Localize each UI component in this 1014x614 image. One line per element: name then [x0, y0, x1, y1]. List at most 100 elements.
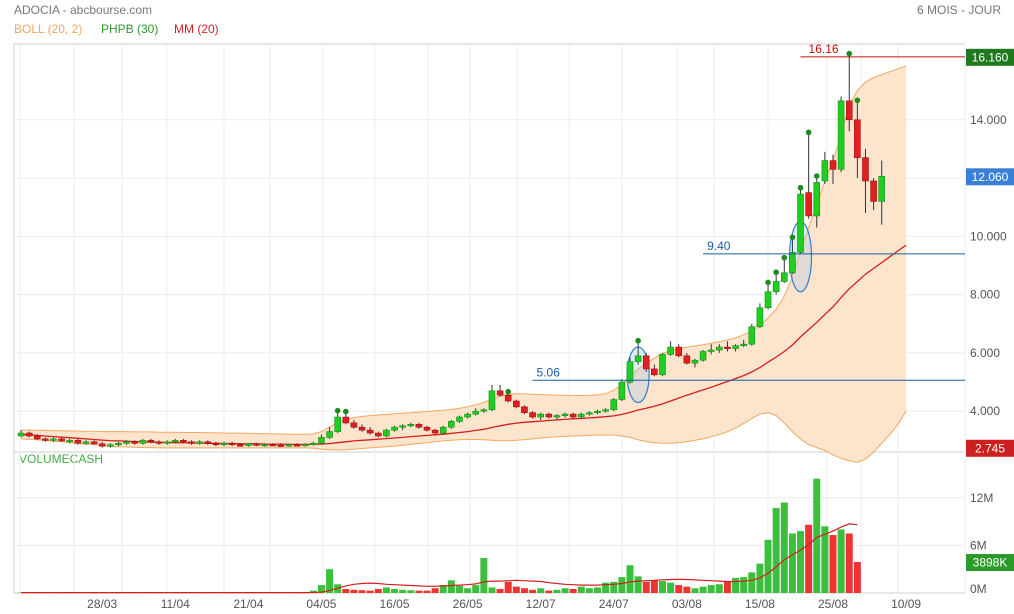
annotation-layer: 16.16 9.40 5.06 [532, 42, 965, 381]
candle-body [480, 409, 488, 412]
candle-body [90, 441, 98, 445]
y-tick-label: 4.000 [970, 404, 1000, 418]
y-tick-label: 14.000 [970, 113, 1007, 127]
x-tick-label: 10/09 [891, 597, 921, 611]
volume-bar [732, 577, 740, 593]
candle-body [374, 432, 382, 437]
last-price-badge: 12.060 [972, 170, 1009, 184]
candle-body [797, 193, 804, 253]
candle-body [66, 440, 74, 443]
volume-bar [504, 581, 512, 593]
volume-bar [821, 526, 829, 593]
candle-body [553, 415, 561, 418]
volume-bar [585, 588, 593, 593]
volume-bar [358, 590, 366, 593]
volume-bar [626, 565, 634, 593]
candle-body [17, 432, 25, 437]
last-price-badge-bg [966, 168, 1014, 186]
candle-body [642, 355, 650, 370]
volume-bar [423, 590, 431, 593]
volume-bar [829, 535, 837, 593]
candle-body [220, 442, 228, 446]
candle-body [212, 442, 220, 446]
candle-body [98, 443, 106, 447]
candle-body [837, 100, 845, 170]
x-tick-label: 25/08 [818, 597, 848, 611]
candle-body [342, 416, 350, 424]
candle-body [285, 444, 293, 447]
volume-bar [391, 589, 399, 593]
candle-body [326, 431, 333, 438]
candle-body [228, 442, 236, 446]
volume-bar [577, 586, 585, 593]
period-label: 6 MOIS - JOUR [917, 3, 1001, 17]
volume-bar [715, 584, 723, 593]
candle-body [764, 291, 772, 309]
candle-body [845, 100, 853, 121]
candle-body [504, 394, 512, 402]
legend-boll: BOLL (20, 2) [14, 22, 82, 36]
candle-body [626, 361, 634, 383]
bollinger-lower-line [20, 410, 907, 463]
bollinger-band-area [21, 65, 907, 463]
candle-body [594, 410, 601, 414]
candle-body [537, 413, 544, 418]
candle-body [115, 442, 122, 446]
candle-body [789, 252, 796, 274]
volume-bar [439, 585, 447, 593]
candle-body [415, 424, 423, 428]
max-price-badge-bg [966, 48, 1014, 66]
volume-layer [17, 478, 861, 594]
candle-body [310, 442, 317, 446]
volume-tick-label: 0M [970, 582, 987, 596]
x-tick-label: 28/03 [87, 597, 117, 611]
x-tick-label: 03/08 [672, 597, 702, 611]
candle-body [196, 441, 203, 444]
breakout-marker [505, 388, 512, 395]
breakout-marker [765, 279, 771, 286]
volume-bar [707, 585, 715, 593]
volume-bar [399, 589, 407, 593]
max-price-badge: 16.160 [972, 50, 1009, 64]
candle-body [245, 443, 252, 446]
candle-body [577, 413, 585, 418]
candle-body [301, 444, 309, 447]
candle-body [42, 438, 49, 441]
breakout-marker [846, 50, 853, 57]
volume-bar [342, 589, 350, 593]
breakout-marker [805, 129, 812, 136]
candle-body [253, 443, 260, 446]
candle-body [399, 425, 406, 428]
volume-bar [658, 581, 666, 593]
volume-bar [853, 562, 861, 593]
candle-body [456, 416, 463, 422]
candle-body [602, 409, 609, 412]
y-tick-label: 8.000 [970, 288, 1000, 302]
volume-bar [723, 581, 731, 593]
candle-body [634, 355, 642, 362]
last-volume-badge-bg [966, 554, 1014, 572]
candle-body [155, 441, 163, 444]
breakout-marker [813, 173, 820, 179]
volume-moving-average [21, 523, 858, 594]
candle-body [74, 440, 82, 444]
candle-body [139, 440, 147, 444]
min-price-badge-bg [966, 439, 1014, 457]
candles-layer [17, 50, 886, 448]
volume-tick-label: 6M [970, 538, 987, 552]
volume-bar [594, 587, 602, 593]
candle-body [870, 180, 877, 202]
candle-body [854, 119, 861, 158]
volume-bar [805, 524, 813, 593]
volume-bar [650, 580, 658, 593]
candle-body [691, 359, 699, 364]
breakout-marker [334, 407, 341, 414]
volume-bar [634, 576, 642, 593]
breakout-marker [635, 337, 641, 344]
volume-bar [813, 478, 821, 593]
candle-body [829, 160, 837, 170]
candle-body [383, 429, 390, 437]
x-tick-label: 24/07 [599, 597, 629, 611]
candle-body [724, 346, 731, 349]
